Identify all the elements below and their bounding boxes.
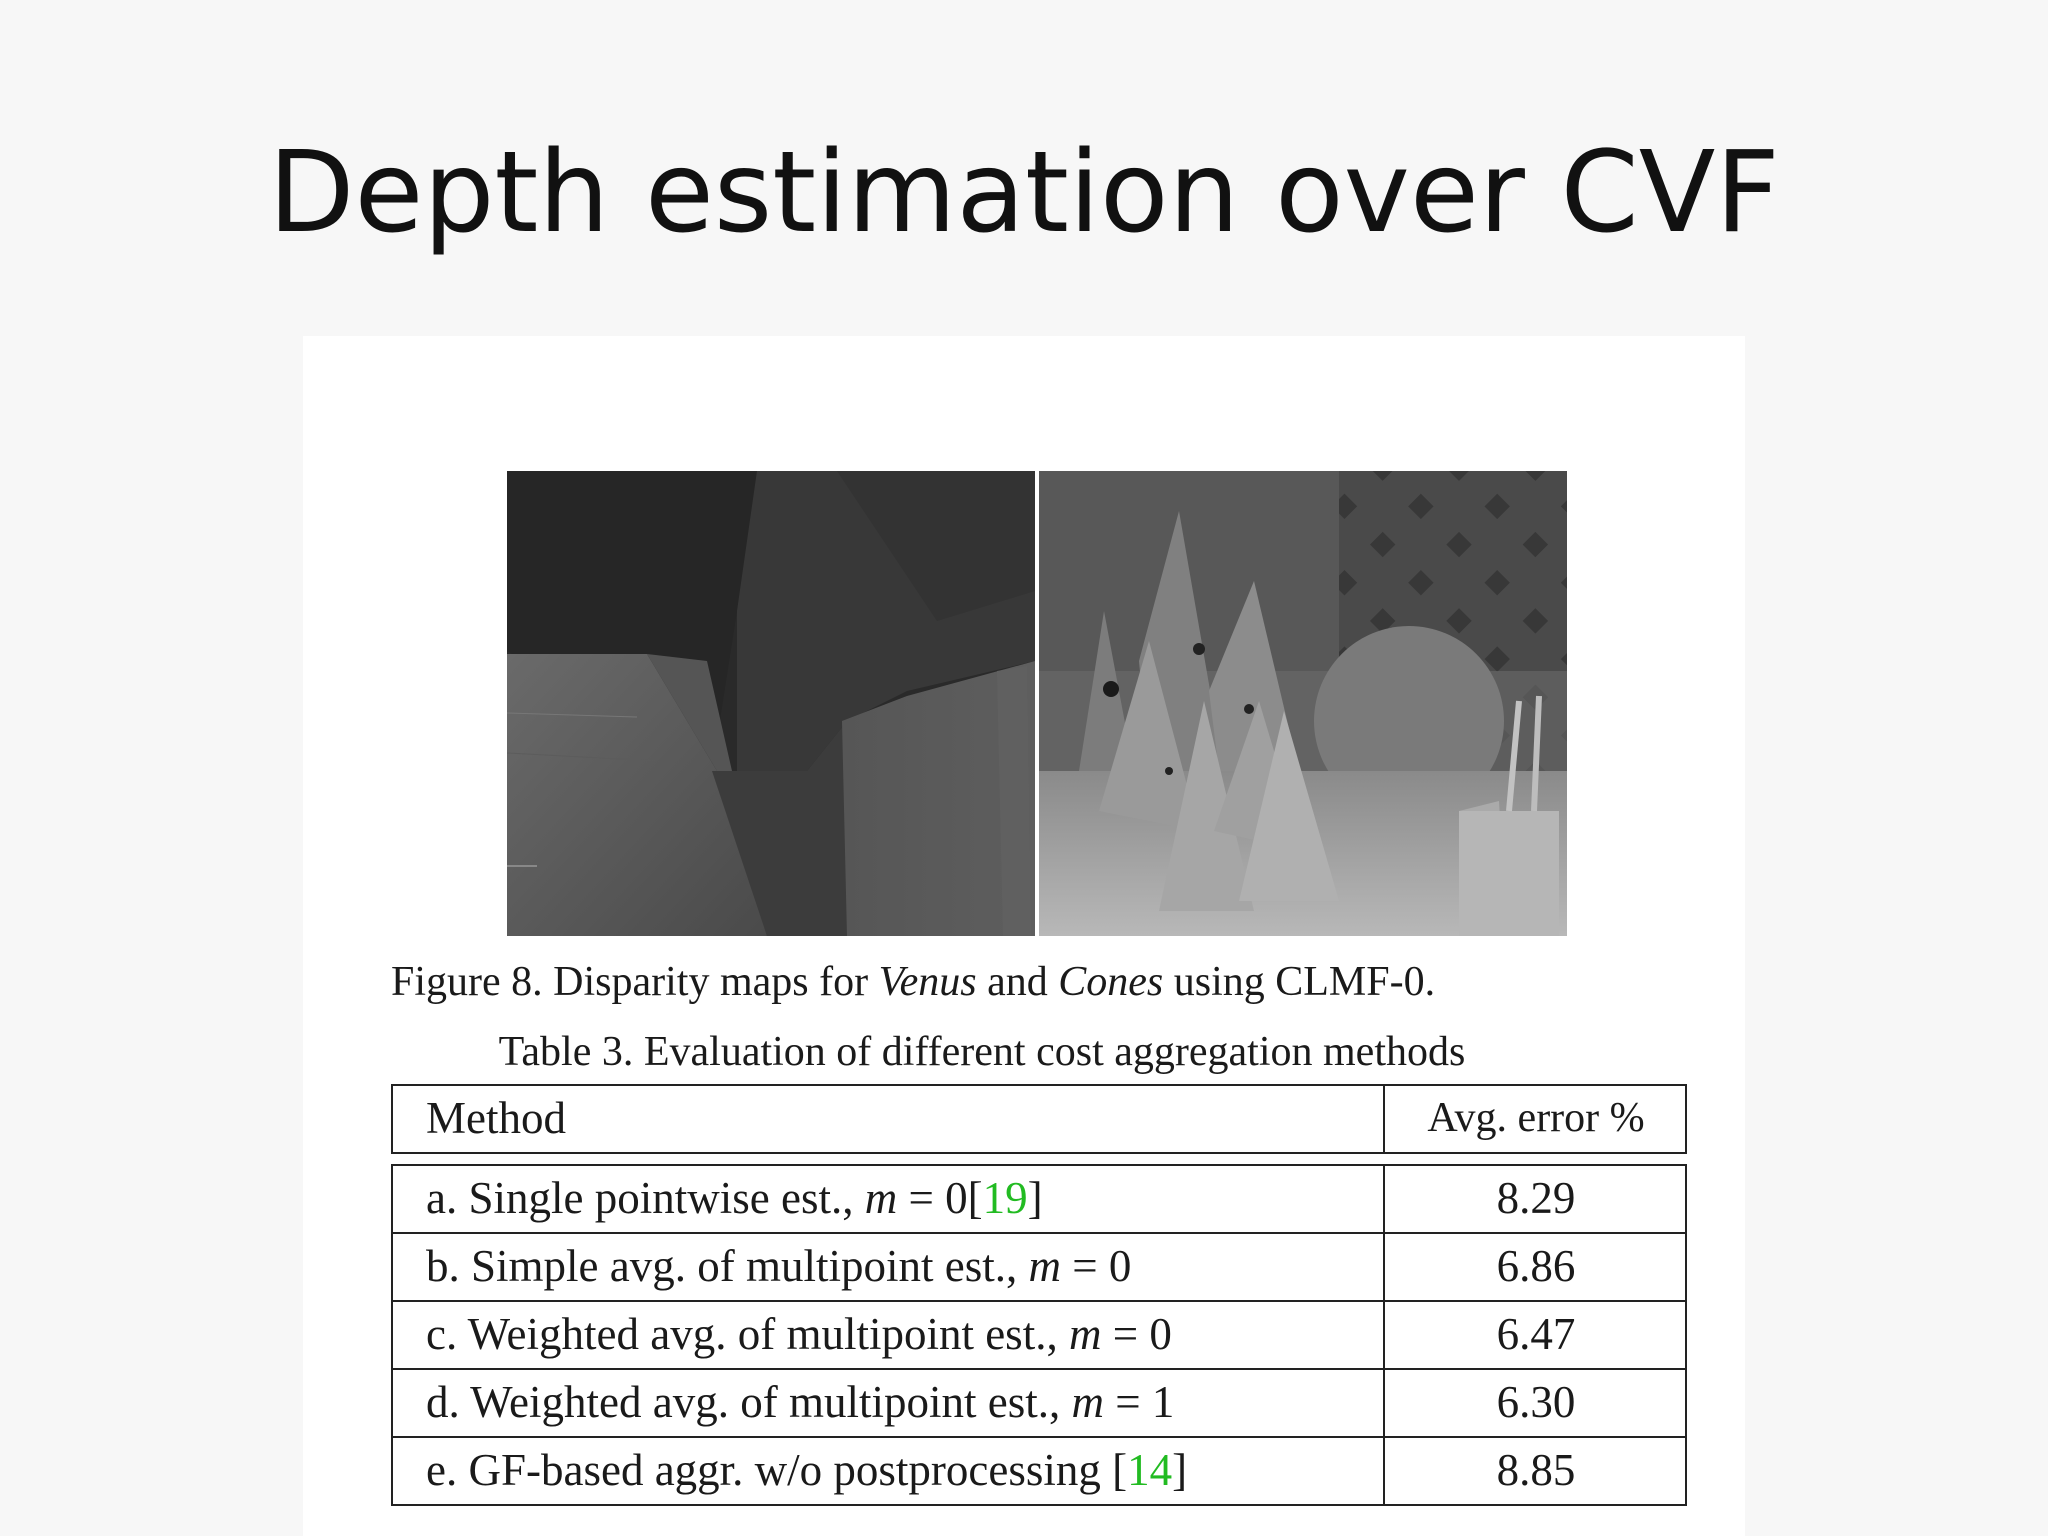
- row-variable: m: [1068, 1309, 1102, 1359]
- venus-disparity-map: [507, 471, 1035, 936]
- table-row: e. GF-based aggr. w/o postprocessing [14…: [391, 1438, 1687, 1504]
- row-variable: m: [864, 1173, 898, 1223]
- table-rule: [391, 1368, 1687, 1370]
- table-caption: Table 3. Evaluation of different cost ag…: [498, 1029, 1466, 1075]
- table-row: a. Single pointwise est., m = 0[19] 8.29: [391, 1166, 1687, 1232]
- row-citation-close: ]: [1172, 1445, 1188, 1495]
- row-equality: = 0: [897, 1173, 968, 1223]
- row-citation-open: [: [1112, 1445, 1128, 1495]
- table-rule: [391, 1232, 1687, 1234]
- row-value: 8.85: [1496, 1445, 1576, 1495]
- table-rule: [391, 1504, 1687, 1506]
- row-citation-close: ]: [1027, 1173, 1043, 1223]
- row-citation-open: [: [967, 1173, 983, 1223]
- figure-caption-and: and: [976, 959, 1059, 1005]
- figure-caption-prefix: Figure 8. Disparity maps for: [391, 959, 879, 1005]
- figure-caption-venus: Venus: [878, 959, 977, 1005]
- figure-caption-cones: Cones: [1058, 959, 1164, 1005]
- cones-disparity-graphic: [1039, 471, 1567, 936]
- figure-caption: Figure 8. Disparity maps for Venus and C…: [391, 954, 1691, 1010]
- table-header-row: Method Avg. error %: [391, 1086, 1687, 1152]
- row-variable: m: [1028, 1241, 1061, 1291]
- row-method: d. Weighted avg. of multipoint est., m =…: [393, 1370, 1385, 1436]
- row-value: 6.47: [1496, 1309, 1576, 1359]
- header-avg-error: Avg. error %: [1427, 1095, 1645, 1141]
- paper-excerpt: Figure 8. Disparity maps for Venus and C…: [303, 336, 1745, 1536]
- row-method: e. GF-based aggr. w/o postprocessing [14…: [393, 1438, 1385, 1504]
- row-method-text: c. Weighted avg. of multipoint est.,: [426, 1309, 1069, 1359]
- row-method-text: d. Weighted avg. of multipoint est.,: [426, 1377, 1072, 1427]
- row-method-text: a. Single pointwise est.,: [426, 1173, 865, 1223]
- table-rule: [391, 1152, 1687, 1154]
- row-value: 6.86: [1496, 1241, 1576, 1291]
- table-rule: [391, 1084, 1687, 1086]
- table-rule: [391, 1436, 1687, 1438]
- table-rule: [391, 1164, 1687, 1166]
- header-method: Method: [393, 1086, 1385, 1152]
- row-method: c. Weighted avg. of multipoint est., m =…: [393, 1302, 1385, 1368]
- row-equality: = 0: [1101, 1309, 1172, 1359]
- table-row: c. Weighted avg. of multipoint est., m =…: [391, 1302, 1687, 1368]
- figure-caption-suffix: using CLMF-0.: [1163, 959, 1436, 1005]
- cones-disparity-map: [1039, 471, 1567, 936]
- row-equality: = 1: [1103, 1377, 1175, 1427]
- row-citation[interactable]: 19: [982, 1173, 1028, 1223]
- table-rule: [391, 1300, 1687, 1302]
- row-value: 6.30: [1496, 1377, 1576, 1427]
- row-method: b. Simple avg. of multipoint est., m = 0: [393, 1234, 1385, 1300]
- row-citation[interactable]: 14: [1127, 1445, 1173, 1495]
- slide-title: Depth estimation over CVF: [268, 128, 1780, 258]
- table-row: d. Weighted avg. of multipoint est., m =…: [391, 1370, 1687, 1436]
- row-method: a. Single pointwise est., m = 0[19]: [393, 1166, 1385, 1232]
- row-method-text: e. GF-based aggr. w/o postprocessing: [426, 1445, 1113, 1495]
- table-row: b. Simple avg. of multipoint est., m = 0…: [391, 1234, 1687, 1300]
- row-equality: = 0: [1060, 1241, 1132, 1291]
- row-value: 8.29: [1496, 1173, 1576, 1223]
- row-variable: m: [1071, 1377, 1104, 1427]
- venus-disparity-graphic: [507, 471, 1035, 936]
- row-method-text: b. Simple avg. of multipoint est.,: [426, 1241, 1029, 1291]
